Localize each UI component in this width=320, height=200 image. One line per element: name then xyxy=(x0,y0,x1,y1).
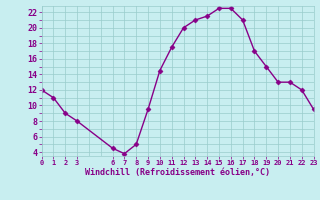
X-axis label: Windchill (Refroidissement éolien,°C): Windchill (Refroidissement éolien,°C) xyxy=(85,168,270,177)
